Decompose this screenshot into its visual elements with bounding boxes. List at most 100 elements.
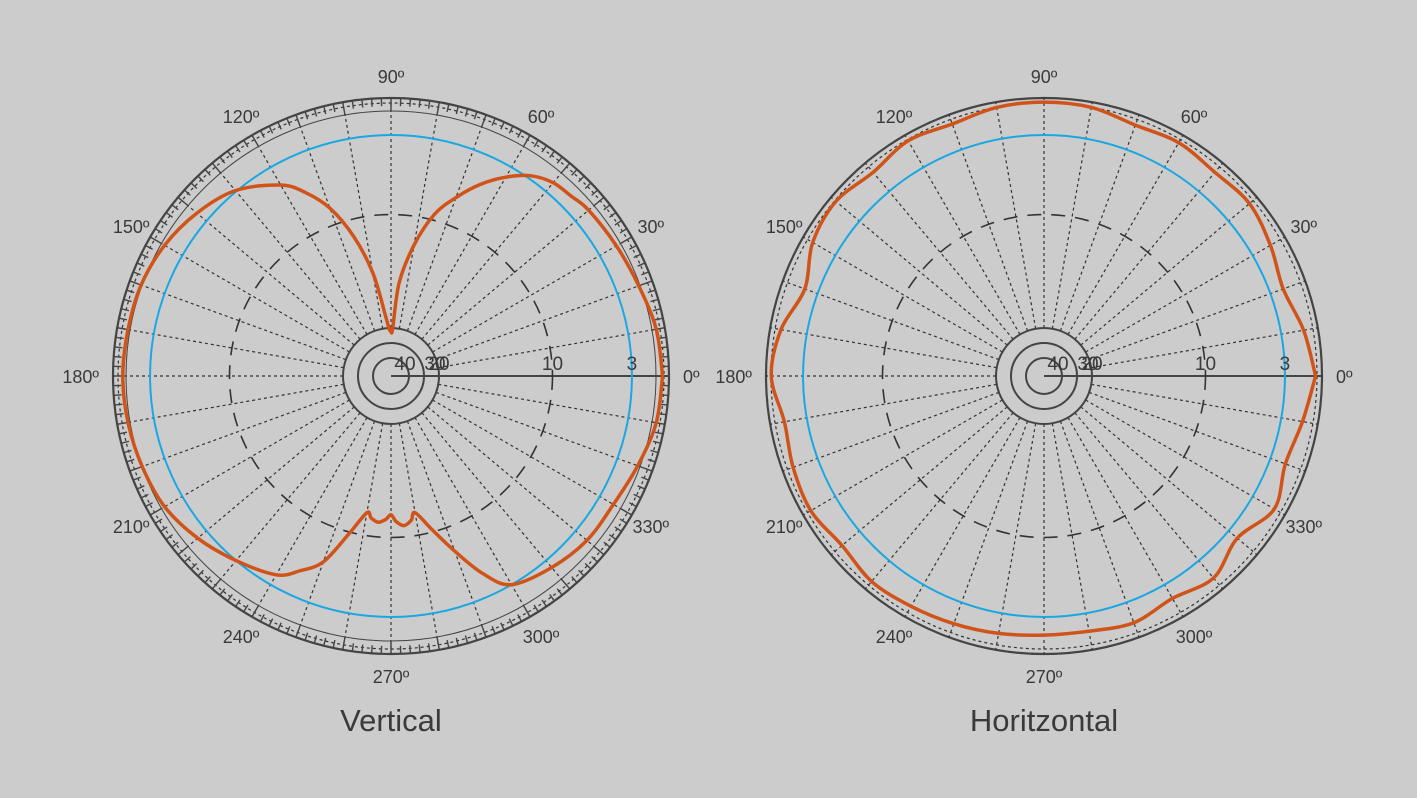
outer-tick-mark [259,130,265,138]
radial-gridline [1091,383,1318,425]
reference-circle-3db [802,134,1286,618]
outer-tick-mark [268,618,274,627]
outer-tick-mark [204,576,211,584]
outer-tick-mark [304,632,309,641]
angle-tick-label: 330º [1286,517,1323,537]
radial-gridline [1051,423,1093,650]
outer-tick-mark [633,493,642,499]
outer-tick-mark [118,317,128,321]
outer-tick-mark [455,106,459,115]
outer-tick-mark [123,449,132,454]
outer-tick-mark [609,534,617,540]
outer-tick-mark [418,99,421,108]
outer-tick-mark [652,308,661,312]
outer-tick-mark [427,100,431,109]
outer-tick-mark [277,121,282,130]
radial-gridline [1091,327,1318,369]
outer-tick-mark [650,298,659,303]
chart-title: Vertical [340,703,442,738]
angle-tick-label: 60º [1181,107,1208,127]
radial-gridline [948,420,1029,638]
outer-tick-mark [115,336,124,340]
radial-gridline [421,162,571,340]
outer-tick-mark [154,518,163,524]
radial-gridline [1085,399,1286,516]
radial-gridline [414,417,531,618]
radial-gridline [211,412,361,590]
radial-gridline [427,196,605,346]
outer-tick-mark [650,449,659,454]
radial-gridline [149,236,350,353]
radial-gridline [117,383,344,425]
outer-tick-mark [295,625,301,638]
radial-gridline [770,383,997,425]
outer-tick-mark [523,134,531,146]
radial-gridline [1085,236,1286,353]
outer-tick-mark [132,476,141,481]
outer-tick-mark [132,271,141,276]
outer-tick-mark [211,579,221,590]
outer-tick-mark [614,219,622,226]
outer-tick-mark [211,162,221,173]
radial-gridline [782,280,1000,361]
radial-gridline [427,406,605,556]
radial-gridline [251,134,368,335]
outer-tick-mark [637,485,646,490]
outer-tick-mark [227,150,233,158]
outer-tick-mark [227,594,233,602]
outer-tick-mark [268,125,274,134]
radial-gridline [129,280,347,361]
outer-tick-mark [190,563,198,570]
radial-gridline [414,134,531,335]
angle-tick-label: 30º [1291,217,1318,237]
outer-tick-mark [561,579,571,590]
outer-tick-mark [113,394,122,397]
outer-tick-mark [136,262,145,267]
angle-tick-label: 300º [523,627,560,647]
radial-gridline [117,327,344,369]
outer-tick-mark [427,643,431,652]
outer-tick-mark [647,458,656,463]
angle-tick-label: 150º [113,217,150,237]
outer-tick-mark [183,189,191,196]
radial-gridline [1067,417,1184,618]
outer-tick-mark [609,212,617,218]
outer-tick-mark [464,635,469,644]
radial-gridline [421,412,571,590]
radial-gridline [438,327,665,369]
radial-tick-label: 10 [1195,354,1216,375]
radial-gridline [342,423,384,650]
outer-tick-mark [603,541,611,548]
radial-gridline [1059,114,1140,332]
outer-tick-mark [640,280,653,286]
angle-tick-label: 210º [113,517,150,537]
horizontal-polar-chart: 0º 30º 60º 90º 120º 150º 180º 210º 240º 270º 300º 3… [715,67,1353,738]
outer-tick-mark [409,98,412,107]
radial-gridline [1074,412,1224,590]
outer-tick-mark [145,502,153,508]
outer-tick-mark [332,103,336,113]
angle-tick-label: 90º [1031,67,1058,87]
outer-tick-mark [578,175,585,183]
outer-tick-mark [190,182,198,189]
radial-tick-label: 20 [1081,354,1102,375]
radial-gridline [802,236,1003,353]
outer-tick-mark [491,117,496,126]
angle-tick-label: 180º [62,367,99,387]
angle-tick-label: 30º [638,217,665,237]
outer-tick-mark [481,114,487,127]
angle-tick-label: 120º [876,107,913,127]
radial-gridline [802,399,1003,516]
radial-gridline [995,423,1037,650]
outer-tick-mark [571,576,578,584]
outer-tick-mark [500,121,505,130]
outer-tick-mark [594,546,605,556]
outer-tick-mark [286,626,291,635]
outer-tick-mark [523,606,531,618]
angle-tick-label: 0º [683,367,700,387]
outer-tick-mark [295,114,301,127]
chart-title: Horitzontal [970,703,1118,738]
radial-gridline [177,196,355,346]
outer-tick-mark [633,253,642,259]
